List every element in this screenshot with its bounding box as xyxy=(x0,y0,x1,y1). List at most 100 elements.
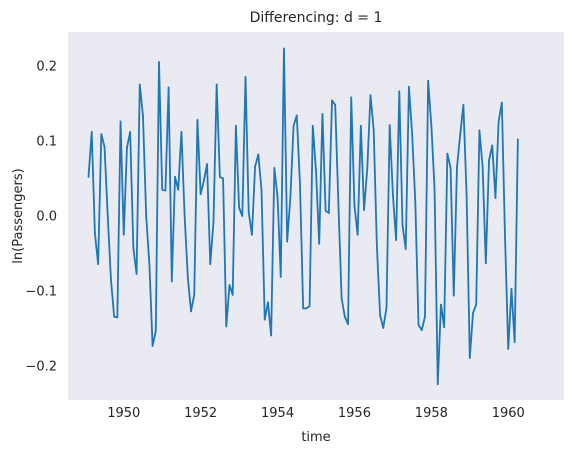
y-tick-label: −0.2 xyxy=(25,360,57,375)
data-point xyxy=(456,166,458,169)
x-axis-ticks: 1950 1952 1954 1956 1958 1960 xyxy=(107,406,525,421)
data-point xyxy=(151,345,154,347)
data-point xyxy=(398,90,401,93)
data-point xyxy=(110,278,112,280)
data-point xyxy=(337,203,340,206)
data-point xyxy=(417,324,420,326)
data-point xyxy=(468,357,471,359)
data-point xyxy=(138,83,141,86)
data-point xyxy=(475,303,478,306)
data-point xyxy=(295,114,298,117)
data-point xyxy=(449,167,452,169)
data-point xyxy=(254,165,257,168)
data-point xyxy=(202,179,205,182)
data-point xyxy=(122,233,125,236)
data-point xyxy=(311,124,314,127)
data-point xyxy=(430,124,433,127)
data-point xyxy=(158,61,160,63)
data-point xyxy=(302,307,305,310)
y-tick-label: 0.0 xyxy=(36,210,57,225)
data-point xyxy=(90,130,93,133)
data-point xyxy=(154,330,157,332)
data-point xyxy=(206,163,208,166)
data-point xyxy=(183,215,186,217)
data-point xyxy=(87,176,90,178)
data-point xyxy=(145,215,148,217)
data-point xyxy=(465,194,468,196)
data-point xyxy=(132,247,135,250)
data-point xyxy=(452,294,455,297)
data-point xyxy=(356,233,359,236)
data-point xyxy=(379,314,381,317)
data-point xyxy=(238,206,241,209)
data-point xyxy=(247,211,250,214)
data-point xyxy=(392,194,394,196)
data-point xyxy=(497,120,500,123)
data-point xyxy=(94,232,96,235)
data-point xyxy=(472,311,474,314)
data-point xyxy=(343,315,346,318)
data-point xyxy=(359,124,362,127)
data-point xyxy=(408,85,410,88)
data-point xyxy=(209,263,212,265)
data-point xyxy=(334,103,337,106)
data-point xyxy=(366,167,369,170)
data-point xyxy=(459,133,462,136)
data-point xyxy=(212,221,215,223)
data-point xyxy=(315,170,317,172)
x-tick-label: 1952 xyxy=(184,406,217,421)
data-point xyxy=(286,240,289,243)
data-point xyxy=(276,195,279,198)
data-point xyxy=(164,189,167,192)
data-point xyxy=(251,233,253,236)
data-point xyxy=(375,245,378,247)
data-point xyxy=(244,76,247,78)
data-point xyxy=(369,94,372,96)
data-point xyxy=(292,124,295,127)
data-point xyxy=(516,138,519,141)
data-point xyxy=(436,383,439,386)
data-point xyxy=(411,132,414,135)
data-point xyxy=(167,86,170,89)
data-point xyxy=(148,263,151,265)
data-point xyxy=(443,326,446,329)
series-points xyxy=(87,47,519,386)
data-point xyxy=(424,315,426,318)
data-point xyxy=(113,315,116,318)
data-point xyxy=(420,329,423,332)
data-point xyxy=(478,129,481,132)
data-point xyxy=(491,144,494,147)
data-point xyxy=(257,153,260,156)
data-point xyxy=(324,209,327,212)
data-point xyxy=(170,280,173,283)
y-tick-label: 0.1 xyxy=(36,134,57,149)
data-point xyxy=(116,316,119,319)
data-point xyxy=(372,128,375,131)
data-point xyxy=(267,301,269,304)
data-point xyxy=(504,236,506,239)
data-point xyxy=(510,287,513,290)
data-point xyxy=(241,215,244,217)
y-tick-label: 0.2 xyxy=(36,59,57,74)
data-point xyxy=(299,183,301,186)
x-tick-label: 1956 xyxy=(338,406,371,421)
data-point xyxy=(395,239,397,241)
x-tick-label: 1954 xyxy=(261,406,294,421)
data-point xyxy=(193,293,196,296)
data-point xyxy=(340,297,343,300)
data-point xyxy=(488,159,490,162)
data-point xyxy=(401,224,404,226)
y-tick-label: −0.1 xyxy=(25,285,57,300)
data-point xyxy=(161,188,164,191)
data-point xyxy=(305,307,308,310)
data-point xyxy=(218,176,221,178)
data-point xyxy=(440,303,442,306)
data-point xyxy=(126,146,128,149)
data-point xyxy=(388,124,391,127)
data-point xyxy=(321,112,324,115)
data-point xyxy=(199,193,202,196)
data-point xyxy=(318,242,321,245)
data-point xyxy=(414,201,417,204)
data-point xyxy=(331,99,333,102)
data-point xyxy=(100,133,103,136)
